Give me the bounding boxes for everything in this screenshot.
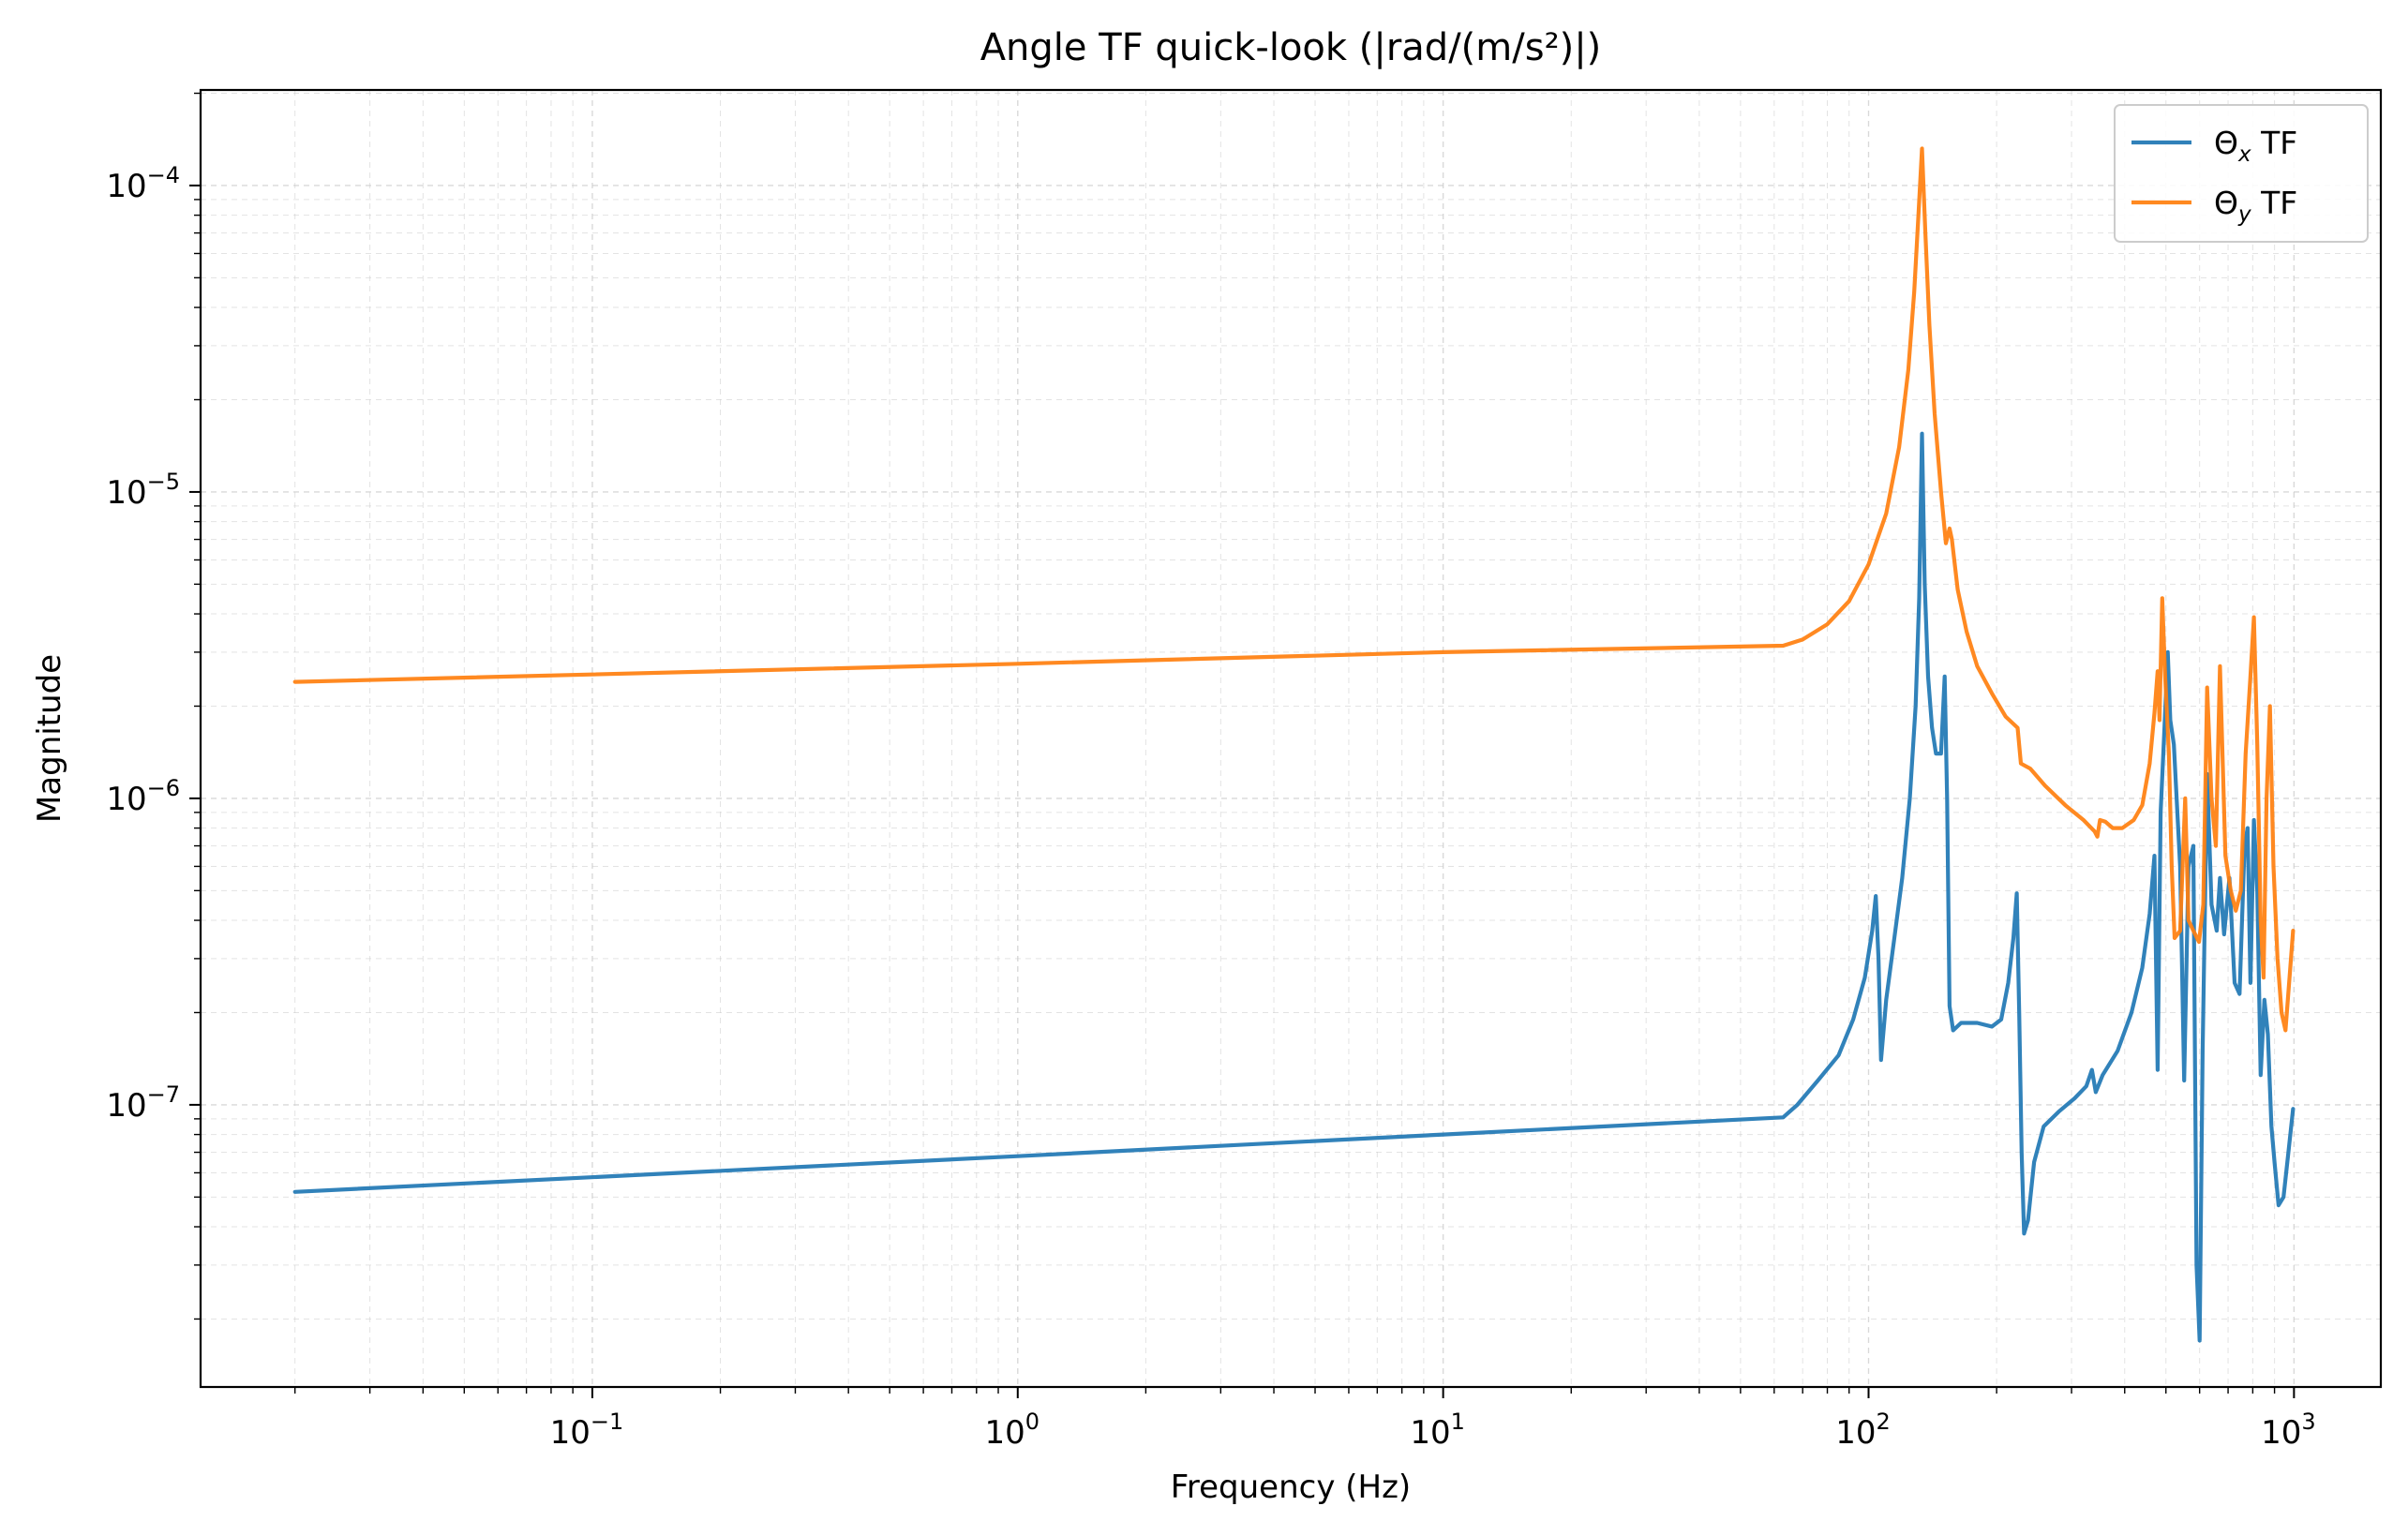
x-tick-label-exponent: −1: [591, 1409, 623, 1435]
legend-label-subscript: y: [2237, 202, 2251, 227]
legend-label-text: TF: [2251, 185, 2298, 221]
x-tick-label-base: 10: [550, 1414, 591, 1452]
legend-box: [2114, 104, 2369, 243]
x-tick-label-base: 10: [985, 1414, 1025, 1452]
y-tick-label-base: 10: [106, 1087, 146, 1125]
legend-label-subscript: x: [2237, 142, 2251, 167]
y-tick-label: 10−6: [106, 775, 180, 818]
x-tick-label-exponent: 0: [1025, 1409, 1039, 1435]
plot-area: [201, 90, 2381, 1387]
x-tick-label: 102: [1835, 1409, 1891, 1452]
x-tick-label-base: 10: [1835, 1414, 1876, 1452]
y-tick-label: 10−4: [106, 162, 180, 205]
x-tick-label-exponent: 2: [1876, 1409, 1890, 1435]
x-tick-label-exponent: 3: [2301, 1409, 2315, 1435]
legend-label-text: TF: [2251, 125, 2298, 161]
y-axis-label: Magnitude: [31, 654, 68, 823]
grid: [201, 90, 2381, 1387]
y-tick-label: 10−7: [106, 1081, 180, 1125]
y-tick-label-base: 10: [106, 474, 146, 512]
x-tick-label: 101: [1410, 1409, 1465, 1452]
legend-label-symbol: Θ: [2214, 185, 2238, 221]
plot-frame: [199, 88, 2383, 1389]
x-tick-label: 10−1: [550, 1409, 624, 1452]
y-tick-label-exponent: −5: [147, 469, 180, 495]
y-tick-label-base: 10: [106, 781, 146, 818]
y-tick-label-exponent: −6: [147, 775, 180, 801]
y-tick-label: 10−5: [106, 469, 180, 512]
x-tick-label-base: 10: [1410, 1414, 1450, 1452]
x-tick-label: 103: [2261, 1409, 2316, 1452]
legend-entry-label: Θy TF: [2214, 185, 2297, 227]
chart-title: Angle TF quick-look (|rad/(m/s²)|): [980, 26, 1602, 69]
y-tick-label-exponent: −4: [147, 162, 180, 188]
x-tick-label-base: 10: [2261, 1414, 2301, 1452]
y-tick-label-base: 10: [106, 168, 146, 205]
y-tick-label-exponent: −7: [147, 1081, 180, 1108]
x-tick-label: 100: [985, 1409, 1040, 1452]
legend-entry-label: Θx TF: [2214, 125, 2297, 167]
series-line-theta-y: [292, 146, 2296, 1033]
x-tick-label-exponent: 1: [1451, 1409, 1465, 1435]
series-line-theta-x: [292, 431, 2296, 1343]
x-axis-label: Frequency (Hz): [1171, 1469, 1411, 1506]
legend-label-symbol: Θ: [2214, 125, 2238, 161]
series-layer: [292, 146, 2296, 1343]
